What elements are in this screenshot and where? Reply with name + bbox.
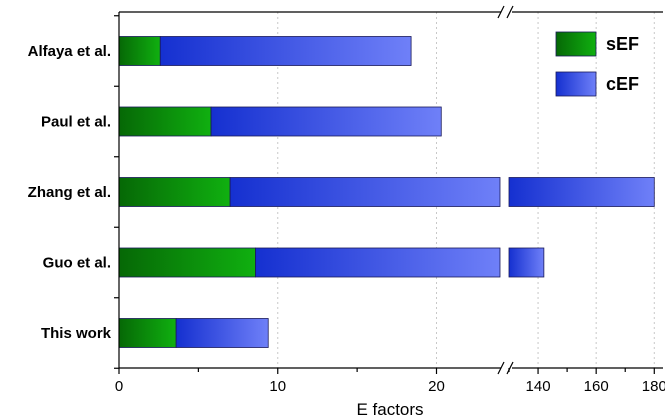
bar-cEF-3 (255, 247, 501, 278)
bar-sEF-1 (118, 106, 212, 137)
legend-swatch-sEF (555, 31, 597, 57)
bar-cEF-4 (175, 318, 269, 348)
y-tick-label: Alfaya et al. (28, 43, 111, 60)
bar-sEF-0 (118, 36, 161, 66)
bar-cEF-2 (229, 177, 501, 207)
bar-cEF-0 (159, 36, 412, 66)
y-tick-label: This work (41, 325, 112, 342)
y-tick-label: Guo et al. (43, 255, 111, 272)
x-tick-label: 160 (584, 378, 609, 395)
bar-sEF-4 (118, 318, 177, 348)
x-tick-label: 180 (642, 378, 665, 395)
bars (118, 36, 655, 348)
y-tick-label: Paul et al. (41, 114, 111, 131)
grid-lines (277, 12, 655, 368)
y-tick-label: Zhang et al. (28, 184, 111, 201)
x-tick-label: 0 (115, 378, 123, 395)
legend-label-sEF: sEF (606, 34, 639, 54)
bar-cEF-2 (508, 177, 655, 207)
x-tick-label: 20 (428, 378, 445, 395)
x-tick-label: 10 (269, 378, 286, 395)
axis-break-mark (506, 361, 514, 375)
legend-label-cEF: cEF (606, 74, 639, 94)
legend-swatch-cEF (555, 71, 597, 97)
legend: sEF cEF (555, 31, 639, 97)
axis-break-mark (506, 5, 514, 19)
bar-sEF-2 (118, 177, 231, 207)
x-axis-title: E factors (356, 400, 423, 419)
axis-break-mark (497, 361, 505, 375)
labels: Alfaya et al. Paul et al. Zhang et al. Guo … (28, 43, 665, 419)
axis-break-mark (497, 5, 505, 19)
bar-sEF-3 (118, 247, 256, 278)
x-tick-label: 140 (526, 378, 551, 395)
bar-cEF-3 (508, 247, 545, 278)
bar-cEF-1 (210, 106, 442, 137)
axes (114, 5, 663, 375)
